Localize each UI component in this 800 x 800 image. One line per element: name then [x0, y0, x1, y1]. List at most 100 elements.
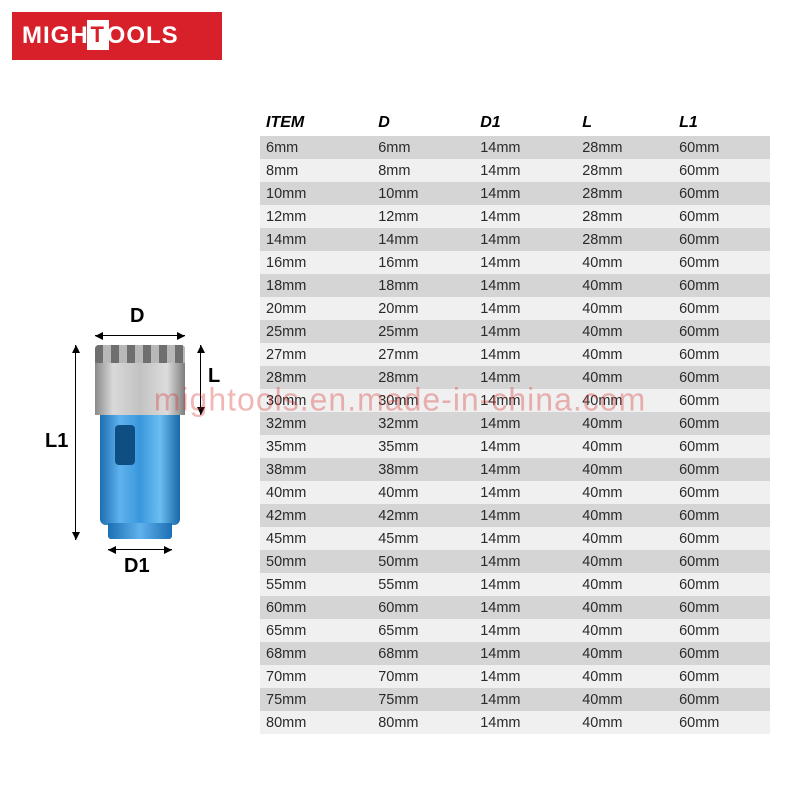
table-cell: 60mm	[673, 504, 770, 527]
table-cell: 28mm	[372, 366, 474, 389]
table-cell: 12mm	[372, 205, 474, 228]
table-cell: 70mm	[372, 665, 474, 688]
table-cell: 32mm	[372, 412, 474, 435]
table-cell: 35mm	[372, 435, 474, 458]
table-cell: 80mm	[260, 711, 372, 734]
table-header-cell: L	[576, 110, 673, 136]
table-cell: 60mm	[673, 297, 770, 320]
table-cell: 60mm	[673, 274, 770, 297]
table-cell: 16mm	[260, 251, 372, 274]
table-cell: 65mm	[372, 619, 474, 642]
table-row: 25mm25mm14mm40mm60mm	[260, 320, 770, 343]
table-cell: 14mm	[474, 665, 576, 688]
table-cell: 14mm	[474, 619, 576, 642]
table-cell: 55mm	[372, 573, 474, 596]
table-cell: 40mm	[576, 343, 673, 366]
dim-label-l: L	[208, 365, 220, 388]
table-cell: 60mm	[673, 619, 770, 642]
table-cell: 14mm	[474, 274, 576, 297]
table-cell: 60mm	[673, 642, 770, 665]
table-cell: 25mm	[260, 320, 372, 343]
table-cell: 14mm	[474, 412, 576, 435]
table-row: 65mm65mm14mm40mm60mm	[260, 619, 770, 642]
table-cell: 16mm	[372, 251, 474, 274]
table-cell: 60mm	[673, 573, 770, 596]
table-cell: 14mm	[474, 389, 576, 412]
table-cell: 68mm	[260, 642, 372, 665]
table-cell: 14mm	[474, 182, 576, 205]
table-cell: 60mm	[673, 711, 770, 734]
table-cell: 14mm	[474, 711, 576, 734]
table-cell: 35mm	[260, 435, 372, 458]
table-cell: 42mm	[260, 504, 372, 527]
table-cell: 40mm	[576, 320, 673, 343]
table-cell: 40mm	[576, 688, 673, 711]
table-cell: 40mm	[260, 481, 372, 504]
table-cell: 28mm	[576, 159, 673, 182]
table-cell: 40mm	[576, 389, 673, 412]
table-cell: 60mm	[673, 343, 770, 366]
table-cell: 40mm	[576, 504, 673, 527]
table-header-cell: D1	[474, 110, 576, 136]
table-cell: 60mm	[673, 527, 770, 550]
table-cell: 28mm	[260, 366, 372, 389]
drill-bit-head	[95, 345, 185, 415]
table-cell: 40mm	[576, 550, 673, 573]
table-cell: 14mm	[474, 504, 576, 527]
table-cell: 20mm	[372, 297, 474, 320]
table-cell: 28mm	[576, 228, 673, 251]
dim-label-d1: D1	[124, 555, 150, 578]
table-cell: 10mm	[372, 182, 474, 205]
table-cell: 40mm	[576, 527, 673, 550]
table-cell: 60mm	[673, 481, 770, 504]
table-cell: 50mm	[260, 550, 372, 573]
drill-bit-base	[108, 523, 172, 539]
table-cell: 30mm	[260, 389, 372, 412]
table-cell: 40mm	[576, 251, 673, 274]
table-row: 80mm80mm14mm40mm60mm	[260, 711, 770, 734]
table-cell: 14mm	[474, 688, 576, 711]
main-content: D L L1 D1 ITEMDD1LL1 6mm6mm14mm28mm60mm8…	[0, 90, 800, 800]
dim-arrow-l1	[75, 345, 76, 540]
table-cell: 75mm	[372, 688, 474, 711]
table-row: 40mm40mm14mm40mm60mm	[260, 481, 770, 504]
logo-left: MIGH	[22, 22, 89, 49]
table-cell: 14mm	[474, 251, 576, 274]
table-cell: 30mm	[372, 389, 474, 412]
dim-arrow-l	[200, 345, 201, 415]
dim-arrow-d1	[108, 549, 172, 550]
table-row: 28mm28mm14mm40mm60mm	[260, 366, 770, 389]
table-row: 16mm16mm14mm40mm60mm	[260, 251, 770, 274]
table-row: 30mm30mm14mm40mm60mm	[260, 389, 770, 412]
table-cell: 60mm	[673, 665, 770, 688]
table-header-row: ITEMDD1LL1	[260, 110, 770, 136]
table-cell: 28mm	[576, 205, 673, 228]
table-cell: 18mm	[260, 274, 372, 297]
logo-right: OOLS	[107, 22, 179, 49]
table-cell: 40mm	[576, 412, 673, 435]
table-cell: 40mm	[576, 642, 673, 665]
logo-t-icon: T	[87, 20, 109, 50]
table-cell: 14mm	[474, 458, 576, 481]
table-cell: 14mm	[474, 481, 576, 504]
table-row: 75mm75mm14mm40mm60mm	[260, 688, 770, 711]
table-cell: 60mm	[673, 182, 770, 205]
table-cell: 60mm	[673, 550, 770, 573]
table-row: 35mm35mm14mm40mm60mm	[260, 435, 770, 458]
table-row: 50mm50mm14mm40mm60mm	[260, 550, 770, 573]
table-row: 14mm14mm14mm28mm60mm	[260, 228, 770, 251]
table-cell: 20mm	[260, 297, 372, 320]
table-row: 8mm8mm14mm28mm60mm	[260, 159, 770, 182]
table-cell: 80mm	[372, 711, 474, 734]
table-row: 38mm38mm14mm40mm60mm	[260, 458, 770, 481]
table-cell: 60mm	[673, 596, 770, 619]
dim-arrow-d	[95, 335, 185, 336]
table-cell: 8mm	[372, 159, 474, 182]
table-cell: 28mm	[576, 136, 673, 159]
table-row: 68mm68mm14mm40mm60mm	[260, 642, 770, 665]
table-cell: 6mm	[372, 136, 474, 159]
product-diagram: D L L1 D1	[50, 305, 230, 565]
spec-table-column: ITEMDD1LL1 6mm6mm14mm28mm60mm8mm8mm14mm2…	[250, 110, 770, 760]
spec-table: ITEMDD1LL1 6mm6mm14mm28mm60mm8mm8mm14mm2…	[260, 110, 770, 734]
table-cell: 14mm	[372, 228, 474, 251]
